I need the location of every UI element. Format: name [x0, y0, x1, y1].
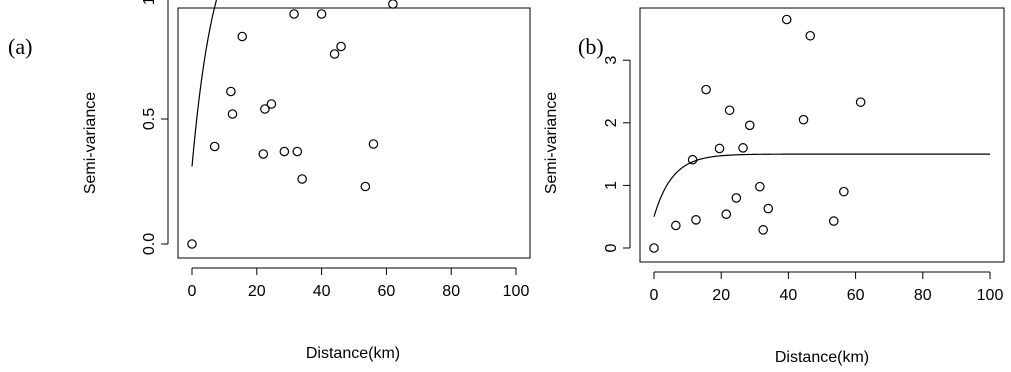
- data-point: [260, 104, 270, 114]
- data-point: [738, 143, 748, 153]
- data-point: [691, 215, 701, 225]
- y-tick-label: 0.5: [141, 108, 158, 130]
- data-point: [329, 49, 340, 59]
- data-point: [758, 225, 768, 235]
- data-point: [805, 30, 816, 41]
- data-point: [258, 149, 269, 159]
- data-point: [701, 84, 711, 95]
- panel-label-a: (a): [8, 34, 33, 59]
- data-point: [187, 239, 197, 249]
- data-point: [731, 193, 742, 203]
- data-point: [226, 86, 236, 97]
- x-tick-label: 80: [914, 287, 932, 304]
- x-tick-label: 60: [847, 287, 865, 304]
- data-point: [297, 174, 307, 184]
- x-tick-label: 0: [650, 287, 659, 304]
- y-tick-label: 2: [603, 118, 620, 127]
- chart-panel-a: 0204060801000.00.51.01.5Distance(km)Semi…: [82, 0, 531, 362]
- x-tick-label: 40: [313, 283, 331, 300]
- y-axis-title: Semi-variance: [543, 92, 560, 194]
- data-point: [266, 99, 277, 109]
- chart-panel-b: 0 20 40 60 80 100 0 1 2 3 Distance(km) Semi-varianc…: [543, 7, 1005, 366]
- x-tick-label: 20: [248, 283, 266, 300]
- data-point: [360, 181, 371, 192]
- x-tick-label: 0: [188, 283, 197, 300]
- panel-label-b: (b): [578, 34, 604, 59]
- data-point: [292, 146, 303, 157]
- data-point: [721, 209, 732, 219]
- x-tick-label: 20: [712, 287, 730, 304]
- x-tick-label: 100: [977, 287, 1004, 304]
- model-curve: [653, 153, 990, 217]
- plot-frame: [177, 7, 531, 259]
- data-point: [763, 203, 774, 214]
- x-tick-label: 40: [780, 287, 798, 304]
- data-point: [649, 243, 659, 253]
- x-axis-title: Distance(km): [775, 349, 869, 366]
- plot-frame: [639, 7, 1005, 263]
- data-point: [724, 105, 735, 116]
- data-point: [237, 31, 248, 42]
- data-point: [744, 120, 755, 131]
- data-point: [671, 220, 681, 231]
- data-point: [714, 143, 725, 154]
- y-tick-label: 1: [603, 181, 620, 190]
- data-point: [289, 9, 299, 19]
- y-tick-label: 0.0: [141, 233, 158, 255]
- data-point: [279, 146, 290, 157]
- data-point: [336, 41, 346, 52]
- data-point: [316, 9, 327, 19]
- x-tick-label: 60: [378, 283, 396, 300]
- data-point: [755, 181, 765, 192]
- data-point: [227, 109, 238, 119]
- data-point: [368, 139, 379, 149]
- x-tick-label: 100: [503, 283, 530, 300]
- data-point: [828, 216, 839, 226]
- data-point: [781, 14, 792, 25]
- data-point: [209, 141, 220, 152]
- data-point: [839, 186, 849, 197]
- model-curve: [191, 0, 218, 167]
- x-tick-label: 80: [442, 283, 460, 300]
- data-point: [798, 114, 809, 125]
- y-tick-label: 1.0: [141, 0, 158, 5]
- y-tick-label: 3: [603, 56, 620, 65]
- x-axis-title: Distance(km): [306, 345, 400, 362]
- data-point: [855, 97, 866, 107]
- data-point: [687, 154, 698, 165]
- data-point: [388, 0, 398, 9]
- y-axis-title: Semi-variance: [82, 92, 99, 194]
- y-tick-label: 0: [603, 243, 620, 252]
